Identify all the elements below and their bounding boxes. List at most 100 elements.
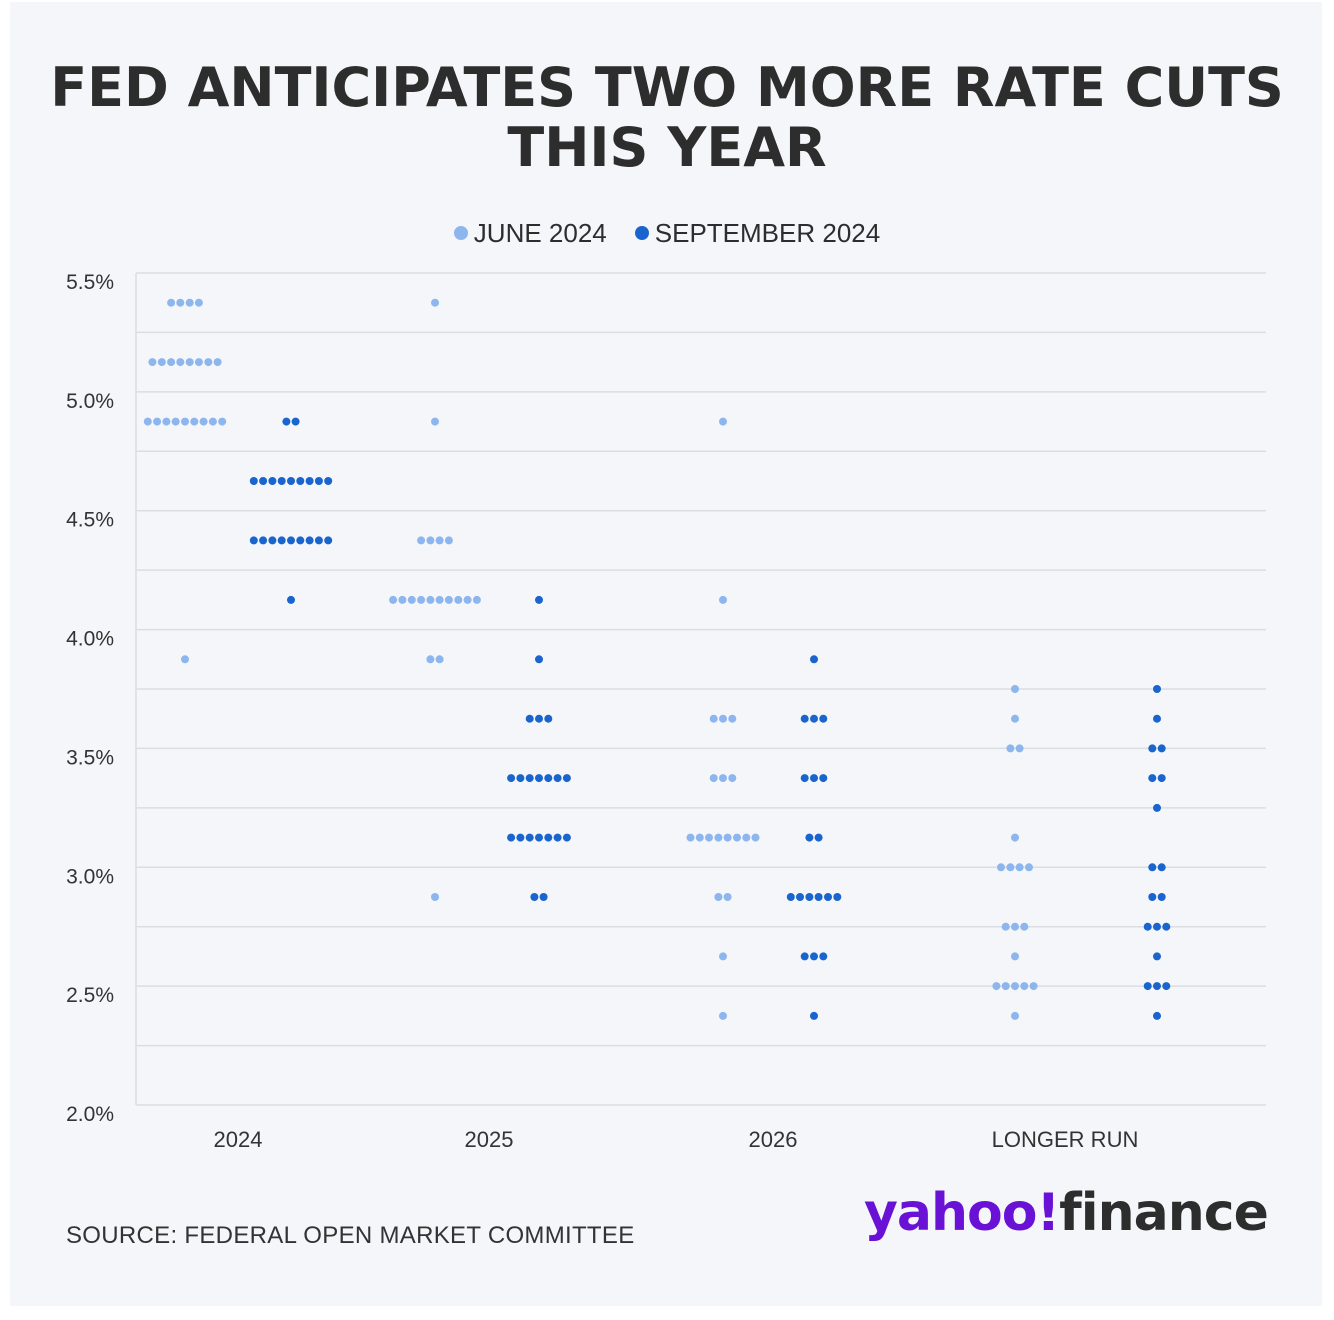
june-dot (1025, 863, 1033, 872)
september-dot (525, 714, 534, 723)
september-dot (249, 536, 258, 545)
june-dot (153, 417, 162, 426)
september-dot (553, 774, 562, 783)
september-dot (525, 774, 534, 783)
june-dot (992, 982, 1001, 991)
x-tick-label: 2024 (214, 1127, 263, 1152)
june-dot (389, 595, 398, 604)
june-dot (719, 595, 727, 604)
june-dot (435, 655, 444, 664)
june-dot (199, 417, 208, 426)
yahoo-finance-logo: yahoo!finance (864, 1178, 1269, 1248)
september-dot (535, 714, 543, 723)
june-dot (194, 358, 203, 367)
june-dot (185, 298, 194, 307)
september-dot (814, 893, 823, 901)
september-dot (562, 774, 571, 783)
x-tick-label: LONGER RUN (992, 1127, 1139, 1152)
logo-finance: finance (1059, 1183, 1269, 1243)
june-dot (1015, 863, 1024, 872)
y-tick-label: 4.0% (66, 628, 114, 651)
september-dot (824, 893, 832, 901)
june-dot (1006, 744, 1015, 753)
september-dot (530, 893, 539, 901)
june-dot (463, 595, 472, 604)
june-dot (218, 417, 227, 426)
june-dot (426, 536, 435, 545)
june-dot (426, 595, 435, 604)
june-dot (176, 298, 185, 307)
september-dot (1162, 982, 1171, 991)
june-dot (208, 417, 217, 426)
september-dot (1157, 744, 1166, 753)
chart-title: FED ANTICIPATES TWO MORE RATE CUTS THIS … (50, 56, 1284, 179)
legend-item-september: SEPTEMBER 2024 (634, 217, 881, 249)
dot-marks (143, 298, 1171, 1020)
june-dot (728, 774, 737, 783)
june-dot (728, 714, 737, 723)
june-dot (204, 358, 213, 367)
june-dot (431, 417, 439, 426)
legend-item-june: JUNE 2024 (453, 218, 607, 249)
june-dot (417, 536, 426, 545)
september-dot (1157, 863, 1166, 872)
june-dot (1029, 982, 1038, 991)
september-dot (819, 952, 828, 961)
september-dot (296, 477, 305, 485)
september-dot (535, 655, 543, 664)
source-note: SOURCE: FEDERAL OPEN MARKET COMMITTEE (66, 1222, 635, 1249)
september-dot (525, 833, 534, 842)
june-dot (751, 833, 760, 842)
september-dot (1153, 714, 1161, 723)
september-dot (259, 536, 268, 545)
june-dot (1001, 982, 1010, 991)
june-dot (1001, 922, 1010, 931)
june-dot (733, 833, 741, 842)
june-dot (1006, 863, 1015, 872)
september-dot (268, 536, 277, 545)
september-dot (516, 833, 525, 842)
september-dot (1153, 982, 1161, 991)
september-dot (810, 714, 818, 723)
september-dot (810, 1011, 818, 1020)
legend-label-september: SEPTEMBER 2024 (654, 217, 881, 248)
june-dot (714, 833, 723, 842)
june-dot (167, 358, 176, 367)
september-dot (805, 833, 814, 842)
september-dot (800, 714, 809, 723)
september-dot (544, 774, 553, 783)
september-dot (1143, 982, 1152, 991)
september-dot (1148, 893, 1157, 901)
june-dot (213, 358, 222, 367)
june-dot (435, 536, 444, 545)
june-dot (417, 595, 426, 604)
june-dot (171, 417, 180, 426)
september-dot (544, 714, 553, 723)
june-dot (444, 536, 453, 545)
september-dot (1157, 774, 1166, 783)
june-dot (1011, 922, 1019, 931)
september-dot (1153, 803, 1161, 812)
june-dot (444, 595, 453, 604)
june-dot (695, 833, 704, 842)
june-dot (1011, 982, 1019, 991)
june-dot (435, 595, 444, 604)
june-dot (398, 595, 407, 604)
x-tick-label: 2026 (749, 1127, 798, 1152)
june-dot (472, 595, 481, 604)
june-dot (181, 655, 189, 664)
june-dot (148, 358, 157, 367)
september-dot (1148, 774, 1157, 783)
dot-plot-chart: 5.5%5.0%4.5%4.0%3.5%3.0%2.5%2.0% 2024 202… (66, 271, 1266, 1152)
september-dot (800, 774, 809, 783)
september-dot (810, 952, 818, 961)
grid-lines (135, 272, 1266, 1106)
june-dot (426, 655, 435, 664)
september-dot (259, 477, 268, 485)
june-dot (723, 833, 732, 842)
september-dot (305, 536, 314, 545)
september-dot (249, 477, 258, 485)
september-dot (291, 417, 300, 426)
june-dot (719, 714, 727, 723)
september-dot (796, 893, 804, 901)
